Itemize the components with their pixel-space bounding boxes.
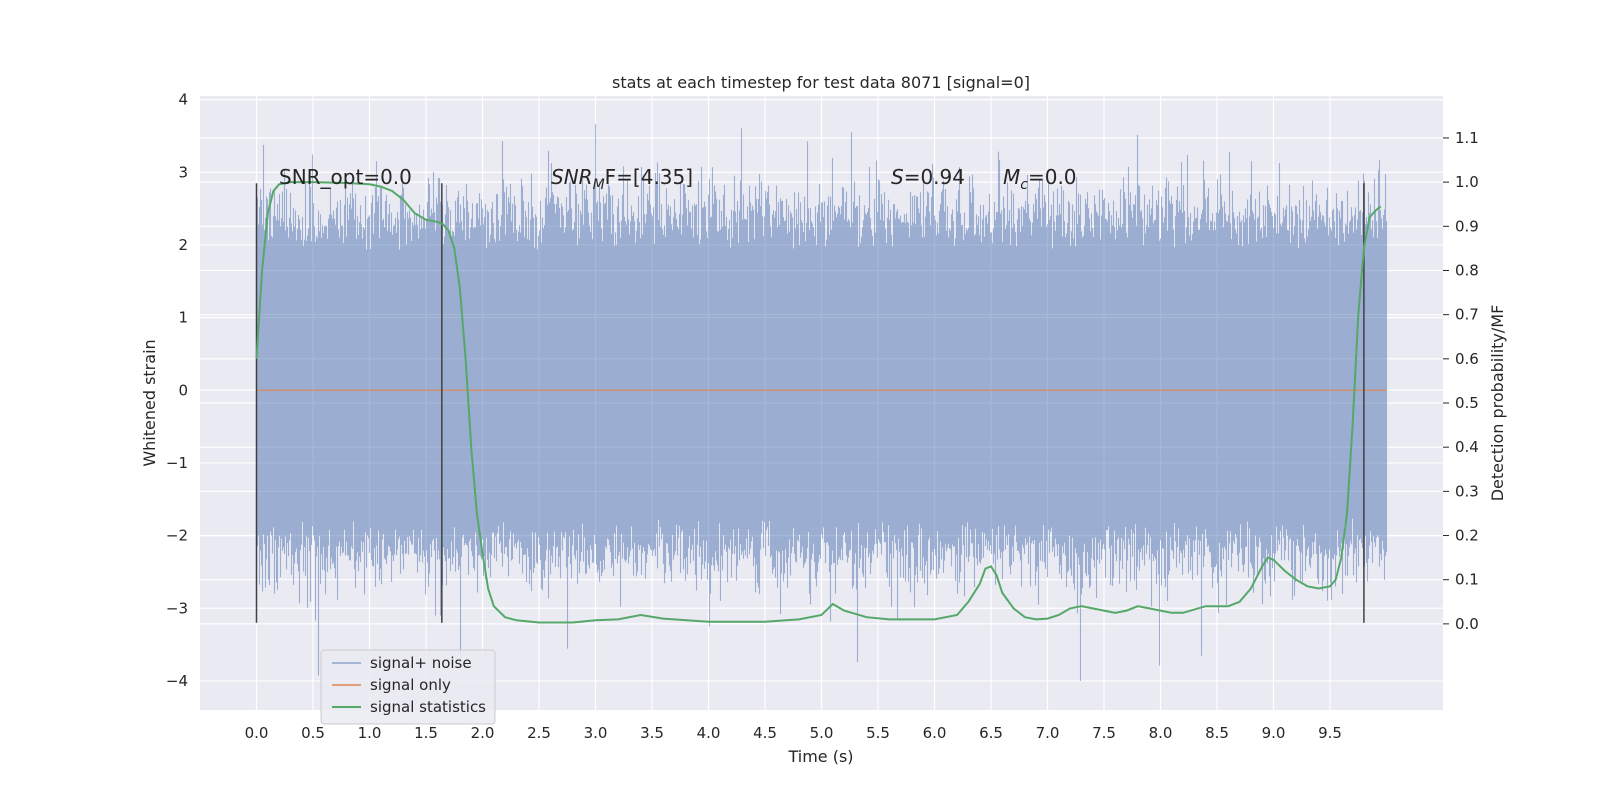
annotation-snr-opt: SNR_opt=0.0 [279,165,412,189]
x-tick-label: 5.5 [866,724,890,742]
y-tick-label-left: −1 [166,454,188,472]
y-tick-label-right: 0.0 [1455,615,1479,633]
legend-label-noise: signal+ noise [370,654,472,672]
x-tick-label: 0.0 [245,724,269,742]
y-tick-label-left: −4 [166,672,188,690]
y-tick-label-right: 0.7 [1455,306,1479,324]
y-tick-label-left: 1 [178,309,188,327]
annotation-mc: Mc=0.0 [1003,165,1077,193]
x-tick-label: 4.5 [753,724,777,742]
x-tick-label: 7.0 [1036,724,1060,742]
annotation-s: S=0.94 [891,165,965,189]
y-tick-label-right: 0.9 [1455,217,1479,235]
x-tick-label: 9.5 [1318,724,1342,742]
x-tick-label: 6.0 [923,724,947,742]
annotation-mc-sub: c [1020,177,1028,193]
x-tick-label: 5.0 [810,724,834,742]
x-tick-label: 3.0 [584,724,608,742]
annotation-snr-mf-prefix: SNR [551,165,593,189]
annotation-mc-rest: =0.0 [1028,165,1077,189]
y-tick-label-right: 0.8 [1455,261,1479,279]
y-tick-label-right: 0.6 [1455,350,1479,368]
y-tick-label-left: −3 [166,599,188,617]
y-tick-label-left: 3 [178,163,188,181]
annotation-s-rest: =0.94 [904,165,965,189]
y-tick-label-left: 0 [178,381,188,399]
y-tick-labels-right: 1.1 1.0 0.9 0.8 0.7 0.6 0.5 0.4 0.3 0.2 0.1 0.0 [1443,129,1479,633]
y-tick-label-right: 0.1 [1455,571,1479,589]
x-tick-label: 2.0 [471,724,495,742]
annotation-snr-mf: SNRMF=[4.35] [551,165,693,193]
legend: signal+ noise signal only signal statist… [320,649,496,725]
x-tick-label: 7.5 [1092,724,1116,742]
x-tick-labels: 0.0 0.5 1.0 1.5 2.0 2.5 3.0 3.5 4.0 4.5 5.0 5.5 6.0 6… [245,724,1342,742]
y-tick-label-right: 0.3 [1455,482,1479,500]
annotation-mc-prefix: M [1003,165,1020,189]
y-tick-label-right: 0.5 [1455,394,1479,412]
y-tick-label-left: 2 [178,236,188,254]
y-tick-label-right: 0.2 [1455,527,1479,545]
y-tick-label-right: 1.0 [1455,173,1479,191]
chart-title: stats at each timestep for test data 807… [612,73,1030,92]
x-tick-label: 0.5 [301,724,325,742]
x-tick-label: 1.0 [358,724,382,742]
x-tick-label: 8.5 [1205,724,1229,742]
y-tick-label-left: 4 [178,91,188,109]
annotation-snr-mf-sub: M [593,177,605,193]
x-tick-label: 1.5 [414,724,438,742]
legend-label-signal-only: signal only [370,676,451,694]
legend-box [320,649,496,725]
y-tick-labels-left: 4 3 2 1 0 −1 −2 −3 −4 [166,91,188,690]
annotation-snr-mf-rest: F=[4.35] [605,165,693,189]
x-tick-label: 2.5 [527,724,551,742]
y-axis-label-right: Detection probability/MF [1488,305,1507,502]
x-tick-label: 8.0 [1149,724,1173,742]
signal-statistics-line [255,181,1382,624]
x-tick-label: 6.5 [979,724,1003,742]
legend-label-statistics: signal statistics [370,698,486,716]
y-tick-label-right: 0.4 [1455,438,1479,456]
y-tick-label-right: 1.1 [1455,129,1479,147]
x-axis-label: Time (s) [787,747,853,766]
annotation-s-prefix: S [891,165,904,189]
y-axis-label-left: Whitened strain [140,339,159,466]
y-tick-label-left: −2 [166,527,188,545]
x-tick-label: 4.0 [697,724,721,742]
x-tick-label: 9.0 [1262,724,1286,742]
x-tick-label: 3.5 [640,724,664,742]
